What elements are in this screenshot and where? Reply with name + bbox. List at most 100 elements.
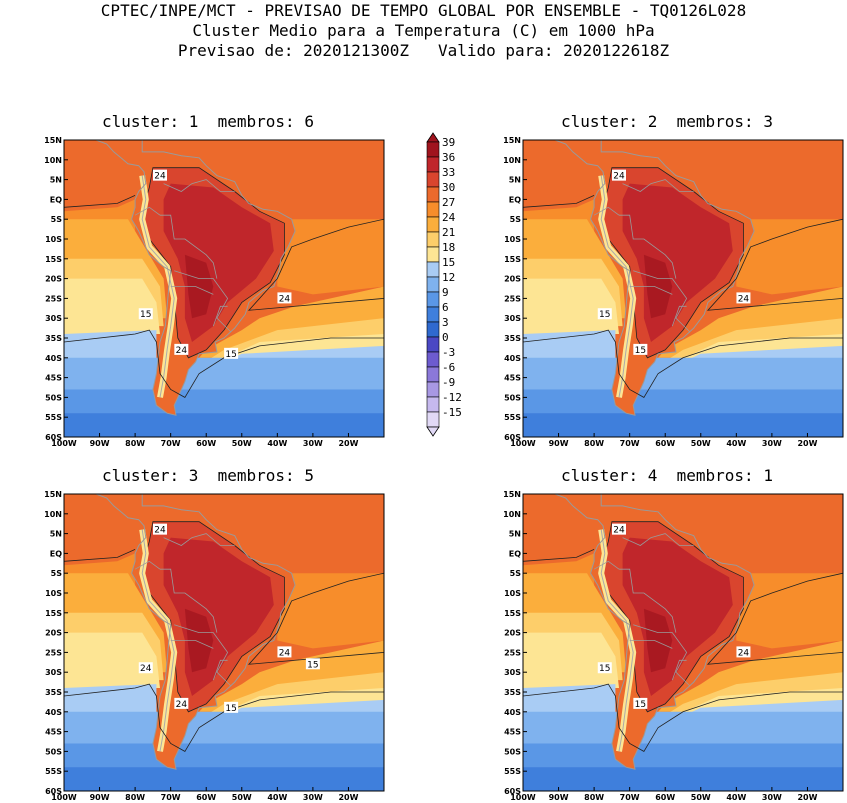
colorbar-label: 12 bbox=[442, 271, 455, 284]
isotherm-24-pacific bbox=[63, 549, 136, 562]
country-border-3 bbox=[134, 560, 161, 570]
contour-label-text: 15 bbox=[140, 310, 151, 320]
band-24-atl bbox=[277, 219, 384, 295]
contour-label: 15 bbox=[305, 658, 320, 670]
contour-label-bg bbox=[633, 343, 648, 355]
lat-label: 50S bbox=[45, 747, 62, 756]
isotherm-24-atlantic bbox=[247, 572, 385, 665]
coastline bbox=[554, 139, 755, 416]
band-24-atl bbox=[736, 219, 843, 295]
contour-label-text: 15 bbox=[307, 660, 318, 670]
colorbar-label: -3 bbox=[442, 346, 455, 359]
lat-label: 30S bbox=[504, 668, 521, 677]
contour-label: 15 bbox=[597, 662, 612, 674]
lat-label: 25S bbox=[504, 648, 521, 657]
contour-label: 15 bbox=[597, 308, 612, 320]
lat-label: 10S bbox=[504, 589, 521, 598]
band-3 bbox=[523, 767, 843, 791]
country-border-1 bbox=[619, 214, 677, 279]
country-border-2 bbox=[163, 533, 235, 546]
contour-label-bg bbox=[138, 662, 153, 674]
lat-label: 10N bbox=[44, 156, 62, 165]
isotherm-24-pacific bbox=[522, 549, 595, 562]
contour-label: 15 bbox=[138, 308, 153, 320]
colorbar-swatch bbox=[426, 231, 440, 248]
lat-label: 40S bbox=[504, 708, 521, 717]
contour-label-bg bbox=[612, 523, 626, 535]
lat-label: 5S bbox=[51, 215, 63, 224]
contour-label-bg bbox=[138, 308, 153, 320]
lat-label: 25S bbox=[45, 294, 62, 303]
isotherm-15-line bbox=[522, 329, 843, 398]
colorbar-swatch bbox=[426, 306, 440, 323]
contour-label-text: 24 bbox=[613, 172, 625, 182]
colorbar-swatch bbox=[426, 351, 440, 368]
map-frame bbox=[63, 493, 385, 792]
contour-label-bg bbox=[633, 697, 648, 709]
colorbar-swatch bbox=[426, 276, 440, 293]
colorbar-label: 18 bbox=[442, 241, 455, 254]
lat-label: 15N bbox=[503, 136, 521, 145]
contour-label-text: 24 bbox=[613, 526, 625, 536]
lon-label: 60W bbox=[196, 439, 216, 447]
lat-label: 55S bbox=[45, 413, 62, 422]
contour-label-text: 24 bbox=[738, 294, 750, 304]
lat-label: 50S bbox=[45, 393, 62, 402]
lat-label: 15S bbox=[45, 255, 62, 264]
lat-label: 5N bbox=[509, 530, 521, 539]
lon-label: 80W bbox=[584, 439, 604, 447]
contour-label-text: 15 bbox=[635, 346, 646, 356]
isotherm-24-atlantic bbox=[706, 572, 844, 665]
contour-label: 15 bbox=[633, 343, 648, 356]
contour-label-text: 24 bbox=[154, 172, 166, 182]
country-border-1 bbox=[160, 568, 218, 633]
lat-label: 40S bbox=[45, 354, 62, 363]
lon-label: 70W bbox=[161, 439, 181, 447]
lat-label: 60S bbox=[504, 787, 521, 796]
contour-label: 24 bbox=[612, 169, 626, 182]
contour-label-bg bbox=[736, 646, 751, 658]
lon-label: 90W bbox=[90, 793, 110, 801]
lon-label: 40W bbox=[267, 793, 287, 801]
lat-label: 10S bbox=[45, 235, 62, 244]
contour-label-bg bbox=[224, 347, 239, 359]
lat-label: 30S bbox=[45, 668, 62, 677]
colorbar-swatch bbox=[426, 291, 440, 308]
lat-label: 15S bbox=[45, 609, 62, 618]
subtitle-dates: Previsao de: 2020121300Z Valido para: 20… bbox=[177, 41, 670, 60]
colorbar-label: 27 bbox=[442, 196, 455, 209]
lat-label: 5S bbox=[510, 215, 522, 224]
lon-label: 70W bbox=[620, 793, 640, 801]
lon-label: 40W bbox=[726, 793, 746, 801]
lat-label: 10N bbox=[44, 510, 62, 519]
colorbar-swatch bbox=[426, 411, 440, 428]
band-9 bbox=[64, 357, 384, 398]
lat-label: 15N bbox=[44, 490, 62, 499]
lat-label: 20S bbox=[45, 275, 62, 284]
colorbar-label: 33 bbox=[442, 166, 455, 179]
contour-label-text: 24 bbox=[279, 294, 291, 304]
coastline bbox=[95, 139, 296, 416]
lon-label: 70W bbox=[161, 793, 181, 801]
colorbar-label: -9 bbox=[442, 376, 455, 389]
coastline bbox=[95, 493, 296, 770]
main-title: CPTEC/INPE/MCT - PREVISAO DE TEMPO GLOBA… bbox=[100, 1, 747, 20]
coastline bbox=[554, 493, 755, 770]
colorbar-swatch bbox=[426, 246, 440, 263]
lon-label: 50W bbox=[232, 439, 252, 447]
colorbar-label: 0 bbox=[442, 331, 449, 344]
country-border-3 bbox=[134, 206, 161, 216]
colorbar-label: 9 bbox=[442, 286, 449, 299]
contour-label-text: 24 bbox=[176, 346, 188, 356]
lat-label: 30S bbox=[504, 314, 521, 323]
map-frame bbox=[522, 493, 844, 792]
contour-label: 24 bbox=[153, 169, 167, 182]
contour-label: 24 bbox=[612, 523, 626, 536]
isotherm-15-line bbox=[63, 329, 384, 398]
country-border-4 bbox=[170, 640, 214, 649]
contour-label-bg bbox=[174, 697, 189, 709]
colorbar-bottom-arrow bbox=[426, 426, 440, 437]
contour-label-text: 24 bbox=[140, 664, 152, 674]
map-panel-4: cluster: 4 membros: 1 24 24 15 15 15N 10N 5N EQ… bbox=[487, 466, 847, 803]
band-15 bbox=[64, 278, 160, 334]
